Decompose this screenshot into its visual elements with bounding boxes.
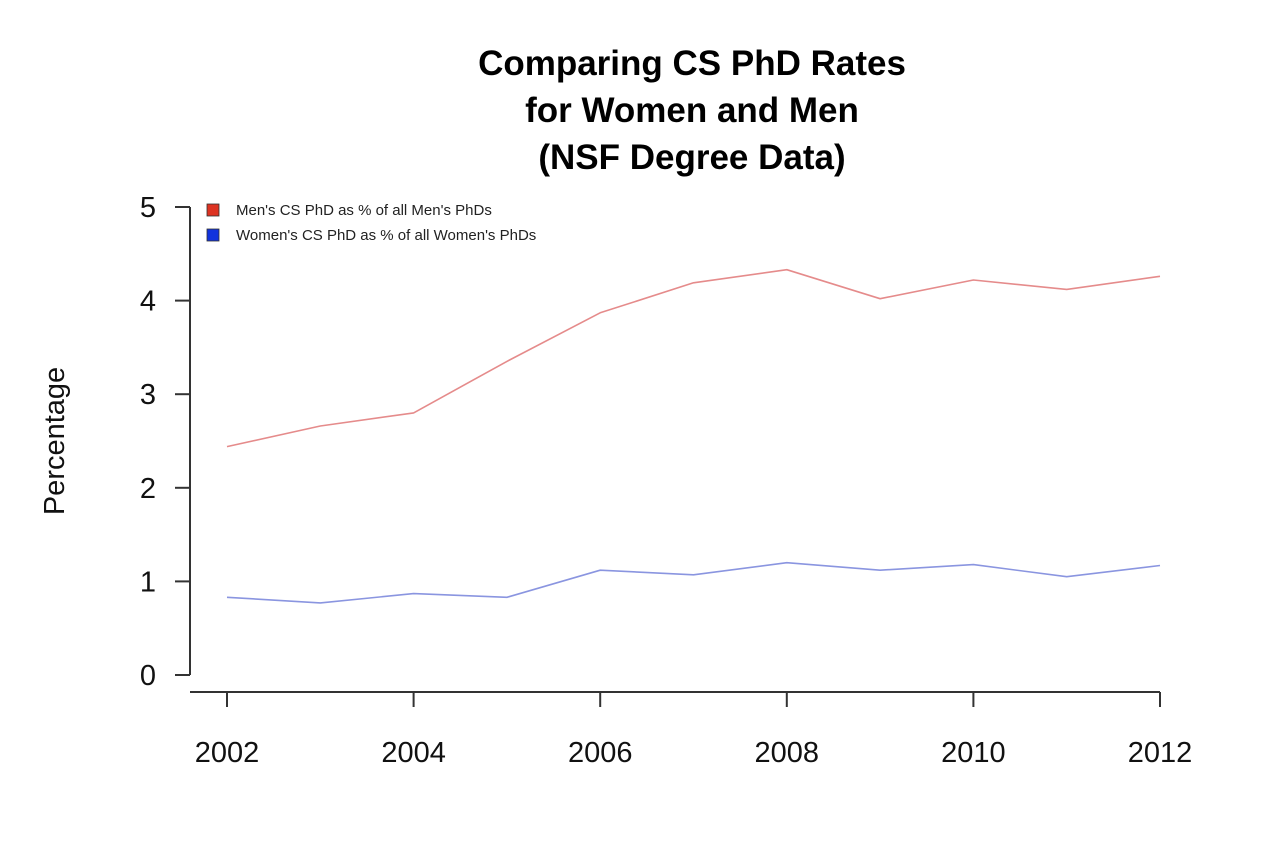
x-tick-label: 2002 (195, 737, 260, 769)
x-tick-label: 2004 (381, 737, 446, 769)
legend-label: Men's CS PhD as % of all Men's PhDs (236, 202, 492, 219)
y-axis: 0 1 2 3 4 5 (140, 192, 191, 692)
x-axis: 2002 2004 2006 2008 2010 2012 (190, 691, 1193, 769)
legend-swatch (206, 203, 220, 217)
chart-title-line-1: Comparing CS PhD Rates (478, 44, 906, 83)
chart-title: Comparing CS PhD Rates for Women and Men… (478, 44, 906, 177)
y-tick-label: 3 (140, 379, 156, 411)
legend: Men's CS PhD as % of all Men's PhDs Women… (206, 202, 536, 244)
chart-title-line-2: for Women and Men (525, 91, 859, 130)
y-axis-label: Percentage (39, 367, 71, 515)
series-group (226, 268, 1161, 604)
x-tick-label: 2012 (1128, 737, 1193, 769)
y-tick-label: 0 (140, 660, 156, 692)
x-tick-label: 2008 (755, 737, 820, 769)
legend-label: Women's CS PhD as % of all Women's PhDs (236, 227, 536, 244)
y-tick-label: 5 (140, 192, 156, 224)
legend-swatch (206, 228, 220, 242)
x-tick-label: 2010 (941, 737, 1006, 769)
y-tick-label: 1 (140, 566, 156, 598)
x-tick-label: 2006 (568, 737, 633, 769)
y-tick-label: 4 (140, 286, 156, 318)
series-line-women (226, 561, 1161, 604)
series-line-men (226, 268, 1161, 448)
y-tick-label: 2 (140, 473, 156, 505)
chart-title-line-3: (NSF Degree Data) (538, 138, 845, 177)
